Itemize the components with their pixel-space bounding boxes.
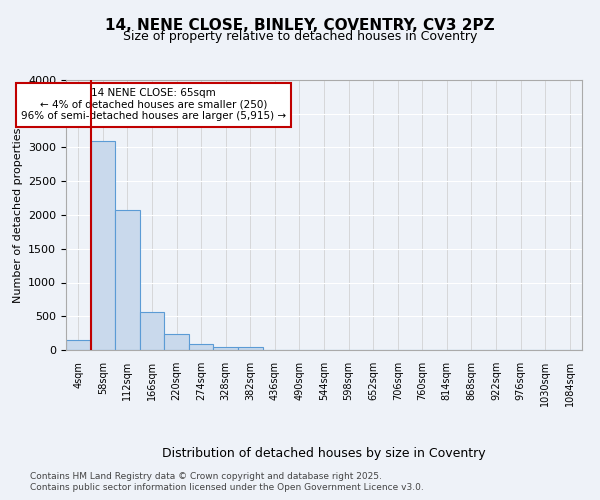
Text: 544sqm: 544sqm xyxy=(319,361,329,400)
Text: 760sqm: 760sqm xyxy=(417,361,427,400)
Text: Size of property relative to detached houses in Coventry: Size of property relative to detached ho… xyxy=(123,30,477,43)
Bar xyxy=(115,210,140,350)
X-axis label: Distribution of detached houses by size in Coventry: Distribution of detached houses by size … xyxy=(162,447,486,460)
Text: 490sqm: 490sqm xyxy=(295,361,304,400)
Bar xyxy=(214,347,238,350)
Text: 382sqm: 382sqm xyxy=(245,361,255,400)
Text: 868sqm: 868sqm xyxy=(466,361,476,400)
Text: 1030sqm: 1030sqm xyxy=(540,361,550,406)
Bar xyxy=(66,340,91,350)
Text: 652sqm: 652sqm xyxy=(368,361,378,400)
Text: 112sqm: 112sqm xyxy=(122,361,133,400)
Text: 166sqm: 166sqm xyxy=(147,361,157,400)
Text: 922sqm: 922sqm xyxy=(491,361,501,400)
Bar xyxy=(189,344,214,350)
Text: 4sqm: 4sqm xyxy=(73,361,83,388)
Bar xyxy=(238,348,263,350)
Text: 220sqm: 220sqm xyxy=(172,361,182,400)
Text: 436sqm: 436sqm xyxy=(270,361,280,400)
Text: 706sqm: 706sqm xyxy=(393,361,403,400)
Text: 814sqm: 814sqm xyxy=(442,361,452,400)
Bar xyxy=(140,312,164,350)
Text: 58sqm: 58sqm xyxy=(98,361,108,394)
Bar xyxy=(91,140,115,350)
Text: 14 NENE CLOSE: 65sqm
← 4% of detached houses are smaller (250)
96% of semi-detac: 14 NENE CLOSE: 65sqm ← 4% of detached ho… xyxy=(21,88,286,122)
Text: Contains HM Land Registry data © Crown copyright and database right 2025.: Contains HM Land Registry data © Crown c… xyxy=(30,472,382,481)
Bar xyxy=(164,334,189,350)
Text: 274sqm: 274sqm xyxy=(196,361,206,400)
Text: 976sqm: 976sqm xyxy=(515,361,526,400)
Text: 14, NENE CLOSE, BINLEY, COVENTRY, CV3 2PZ: 14, NENE CLOSE, BINLEY, COVENTRY, CV3 2P… xyxy=(105,18,495,32)
Text: 598sqm: 598sqm xyxy=(344,361,353,400)
Text: 1084sqm: 1084sqm xyxy=(565,361,575,406)
Text: Contains public sector information licensed under the Open Government Licence v3: Contains public sector information licen… xyxy=(30,484,424,492)
Y-axis label: Number of detached properties: Number of detached properties xyxy=(13,128,23,302)
Text: 328sqm: 328sqm xyxy=(221,361,231,400)
